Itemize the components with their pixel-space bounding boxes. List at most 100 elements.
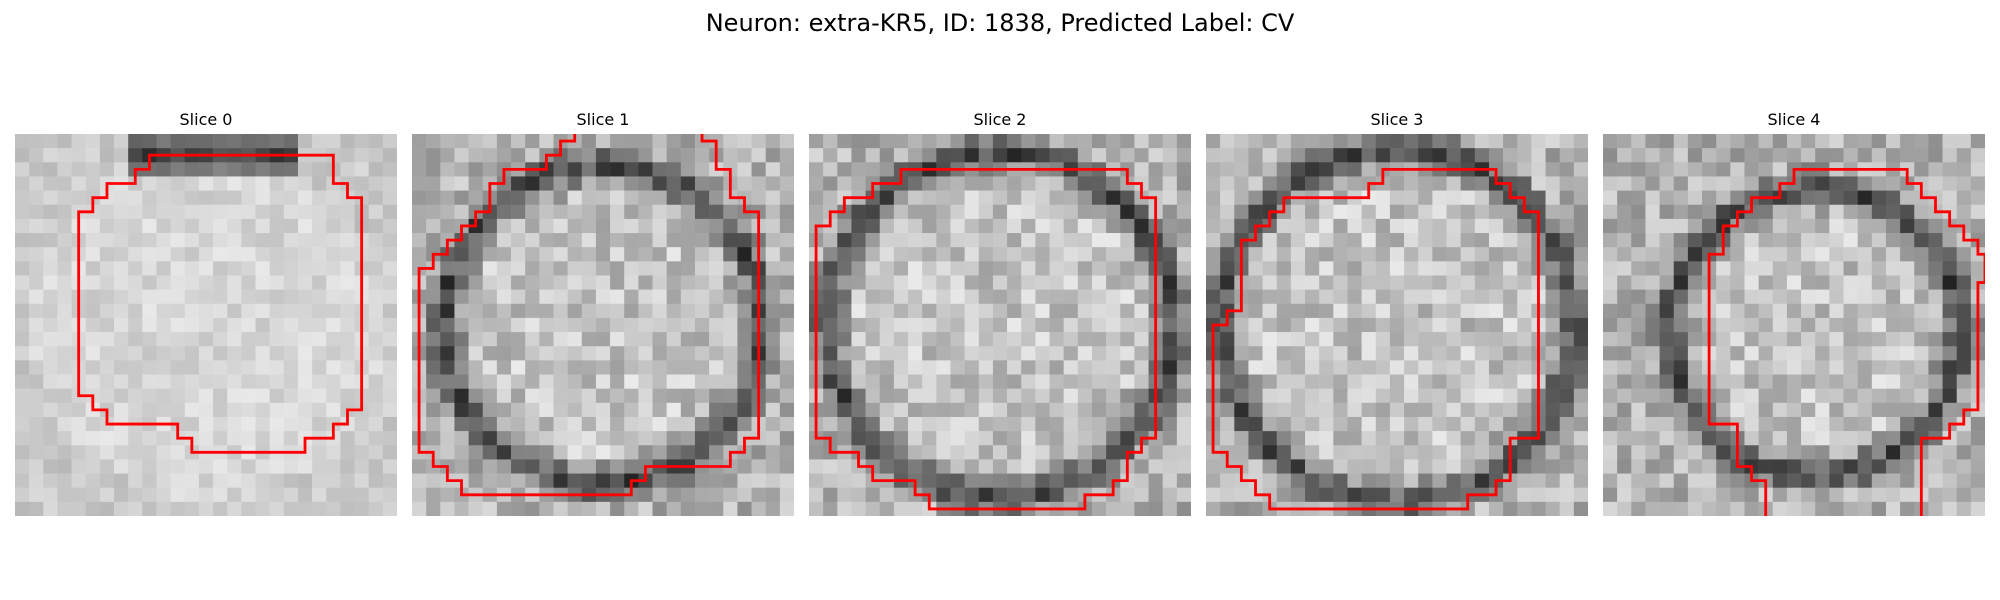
- pixel: [426, 402, 441, 418]
- pixel: [1176, 289, 1191, 305]
- pixel: [1063, 459, 1079, 474]
- pixel: [1389, 487, 1405, 503]
- pixel: [638, 247, 653, 262]
- pixel: [765, 162, 781, 177]
- pixel: [1404, 275, 1419, 290]
- pixel: [1091, 247, 1107, 262]
- pixel: [1134, 204, 1149, 220]
- pixel: [1234, 346, 1249, 361]
- pixel: [779, 261, 794, 276]
- pixel: [652, 388, 667, 404]
- pixel: [539, 360, 554, 375]
- pixel: [1404, 473, 1419, 488]
- pixel: [1148, 487, 1163, 503]
- pixel: [1970, 416, 1985, 432]
- pixel: [1262, 459, 1278, 474]
- pixel: [837, 360, 852, 375]
- pixel: [680, 346, 696, 361]
- pixel: [525, 317, 540, 333]
- pixel: [340, 303, 355, 319]
- pixel: [837, 176, 852, 191]
- pixel: [1730, 374, 1745, 389]
- pixel: [1659, 459, 1675, 474]
- pixel: [1446, 459, 1461, 474]
- pixel: [128, 218, 143, 234]
- pixel: [694, 374, 710, 389]
- pixel: [1319, 176, 1334, 191]
- pixel: [1077, 402, 1093, 418]
- pixel: [1673, 459, 1689, 474]
- pixel: [1871, 431, 1887, 446]
- pixel: [426, 374, 441, 389]
- pixel: [1617, 431, 1632, 446]
- pixel: [142, 176, 157, 191]
- pixel: [496, 388, 512, 404]
- pixel: [412, 204, 427, 220]
- pixel: [1645, 374, 1660, 389]
- pixel: [1559, 487, 1575, 503]
- pixel: [922, 134, 937, 149]
- pixel: [1418, 303, 1433, 319]
- pixel: [964, 134, 980, 149]
- pixel: [1829, 374, 1844, 389]
- pixel: [511, 275, 526, 290]
- pixel: [1801, 233, 1816, 248]
- pixel: [1885, 416, 1901, 432]
- pixel: [1716, 148, 1731, 163]
- pixel: [1305, 176, 1320, 191]
- pixel: [1885, 289, 1901, 305]
- pixel: [269, 176, 285, 191]
- pixel: [978, 148, 994, 163]
- pixel: [496, 360, 512, 375]
- pixel: [1900, 218, 1915, 234]
- pixel: [610, 148, 625, 163]
- pixel: [1857, 134, 1873, 149]
- pixel: [184, 134, 200, 149]
- pixel: [1063, 445, 1079, 460]
- pixel: [765, 445, 781, 460]
- pixel: [85, 247, 101, 262]
- pixel: [43, 445, 58, 460]
- pixel: [1091, 431, 1107, 446]
- pixel: [184, 190, 200, 206]
- pixel: [1545, 388, 1560, 404]
- pixel: [213, 162, 228, 177]
- pixel: [340, 204, 355, 220]
- pixel: [694, 275, 710, 290]
- pixel: [1786, 360, 1802, 375]
- pixel: [297, 487, 313, 503]
- pixel: [412, 148, 427, 163]
- pixel: [1942, 388, 1957, 404]
- pixel: [823, 289, 838, 305]
- pixel: [1843, 332, 1858, 347]
- pixel: [1432, 388, 1447, 404]
- pixel: [1007, 416, 1022, 432]
- pixel: [1603, 134, 1618, 149]
- pixel: [553, 317, 568, 333]
- pixel: [468, 501, 484, 516]
- pixel: [1375, 346, 1391, 361]
- pixel: [595, 190, 611, 206]
- pixel: [57, 416, 72, 432]
- pixel: [1220, 275, 1235, 290]
- pixel: [269, 416, 285, 432]
- pixel: [382, 190, 397, 206]
- pixel: [1375, 218, 1391, 234]
- pixel: [1474, 360, 1490, 375]
- pixel: [581, 261, 597, 276]
- pixel: [553, 346, 568, 361]
- pixel: [922, 261, 937, 276]
- pixel: [1162, 360, 1178, 375]
- pixel: [1573, 374, 1588, 389]
- pixel: [1645, 275, 1660, 290]
- pixel: [1687, 289, 1703, 305]
- pixel: [638, 445, 653, 460]
- pixel: [779, 204, 794, 220]
- pixel: [779, 445, 794, 460]
- pixel: [964, 445, 980, 460]
- pixel: [1488, 247, 1504, 262]
- pixel: [624, 134, 639, 149]
- pixel: [1603, 162, 1618, 177]
- pixel: [1049, 303, 1064, 319]
- pixel: [666, 487, 682, 503]
